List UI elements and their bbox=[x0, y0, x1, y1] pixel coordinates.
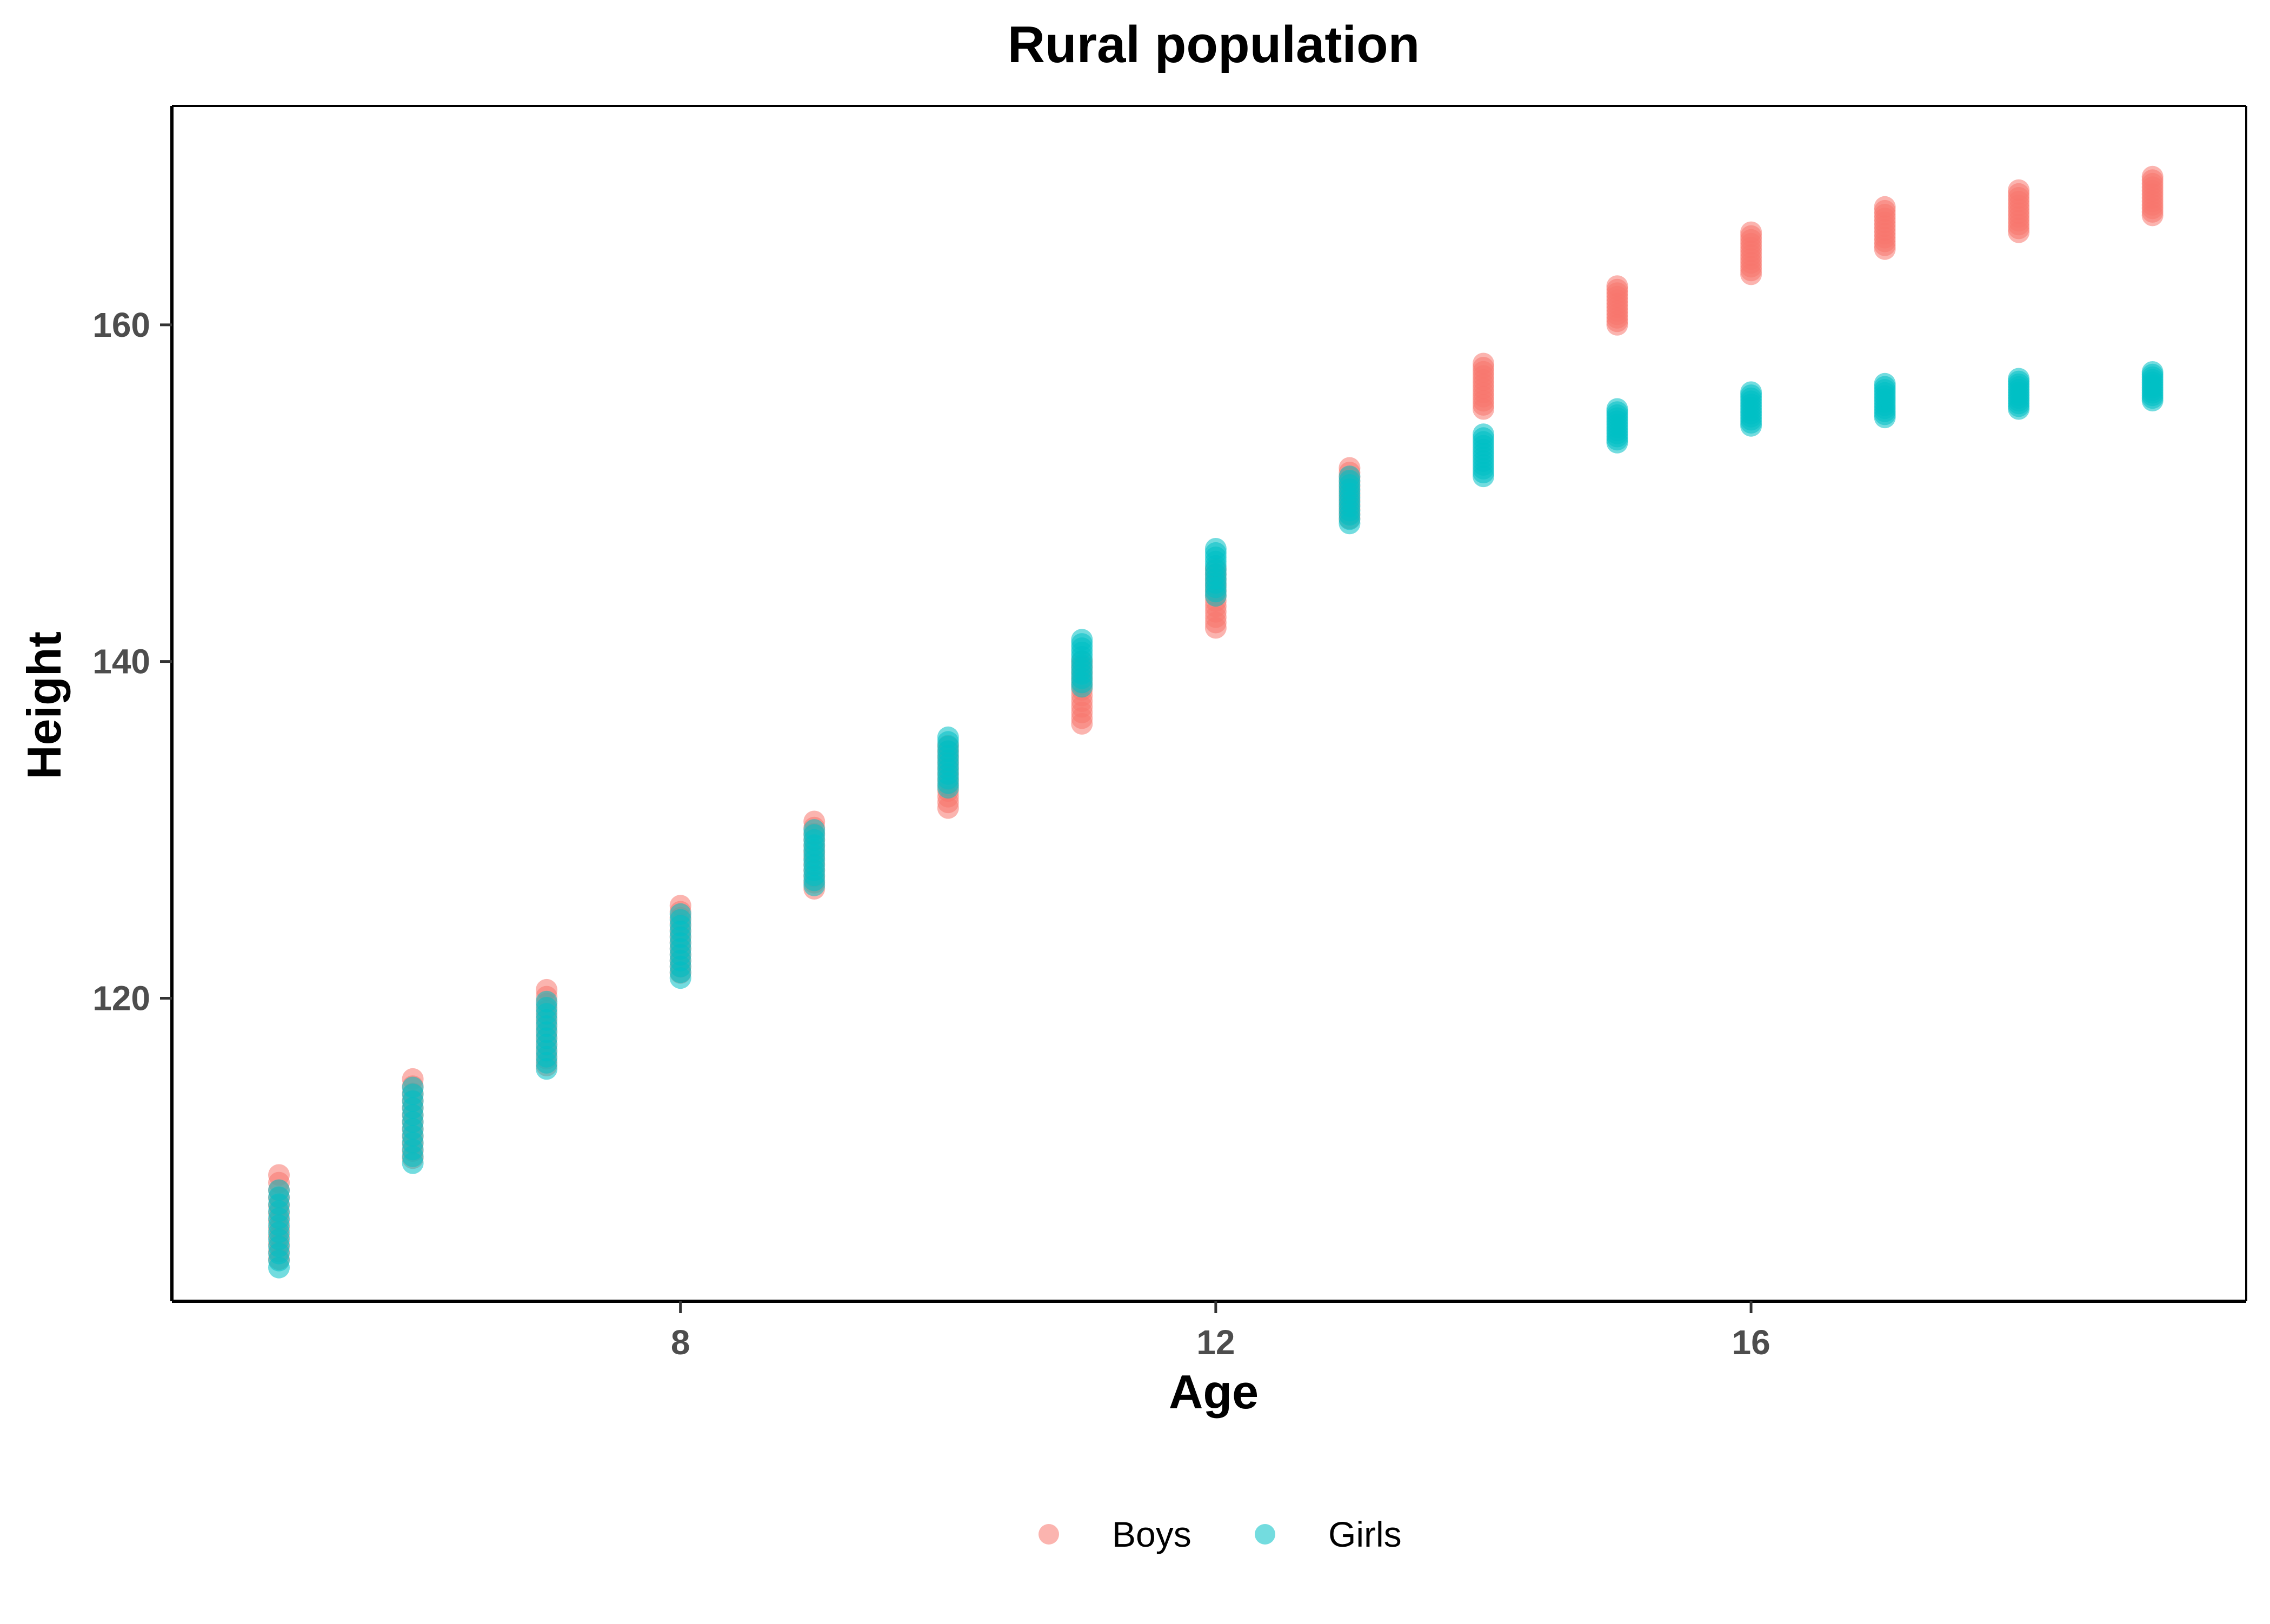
point-group-age-18 bbox=[2008, 179, 2030, 243]
legend-label: Girls bbox=[1328, 1514, 1402, 1554]
point-group-age-16 bbox=[1740, 381, 1762, 437]
point-group-age-19 bbox=[2141, 165, 2164, 227]
point-group-age-8 bbox=[669, 903, 691, 989]
data-point bbox=[2141, 165, 2164, 188]
point-group-age-17 bbox=[1874, 196, 1896, 260]
point-group-age-14 bbox=[1473, 423, 1494, 488]
data-point bbox=[402, 1076, 424, 1099]
data-point bbox=[268, 1164, 290, 1186]
point-group-age-18 bbox=[2008, 368, 2030, 420]
data-point bbox=[536, 990, 558, 1013]
data-point bbox=[2141, 361, 2164, 383]
point-group-age-13 bbox=[1339, 465, 1361, 535]
point-group-age-15 bbox=[1606, 398, 1628, 454]
series-boys bbox=[268, 165, 2164, 1270]
y-tick-label: 140 bbox=[92, 642, 150, 681]
point-group-age-7 bbox=[536, 990, 558, 1080]
legend-key bbox=[1255, 1524, 1275, 1545]
x-tick-label: 16 bbox=[1732, 1323, 1770, 1362]
plot-area: 8 12 16 120 140 160 bbox=[92, 105, 2247, 1362]
point-group-age-5 bbox=[268, 1179, 290, 1279]
point-group-age-16 bbox=[1740, 221, 1762, 285]
data-point bbox=[1339, 465, 1361, 488]
data-point bbox=[1071, 629, 1093, 651]
point-group-age-17 bbox=[1874, 372, 1896, 429]
data-point bbox=[1204, 538, 1227, 560]
point-group-age-12 bbox=[1204, 538, 1227, 607]
data-point bbox=[669, 903, 691, 925]
data-point bbox=[1473, 352, 1494, 375]
data-point bbox=[1874, 196, 1896, 218]
point-group-age-10 bbox=[937, 726, 959, 799]
data-point bbox=[1740, 221, 1762, 243]
series-girls bbox=[268, 361, 2164, 1279]
data-point bbox=[2008, 368, 2030, 390]
point-group-age-15 bbox=[1606, 275, 1628, 336]
x-tick-label: 12 bbox=[1196, 1323, 1235, 1362]
point-group-age-9 bbox=[803, 819, 826, 896]
legend-item-boys: Boys bbox=[1039, 1514, 1191, 1554]
data-point bbox=[1606, 398, 1628, 420]
y-tick-label: 120 bbox=[92, 979, 150, 1017]
y-tick-label: 160 bbox=[92, 305, 150, 344]
point-group-age-11 bbox=[1071, 629, 1093, 698]
x-tick-label: 8 bbox=[671, 1323, 690, 1362]
data-point bbox=[2008, 179, 2030, 201]
data-point bbox=[1874, 372, 1896, 395]
x-axis-title: Age bbox=[1169, 1365, 1259, 1419]
data-point bbox=[268, 1179, 290, 1201]
data-point bbox=[1606, 275, 1628, 297]
data-point bbox=[1473, 423, 1494, 445]
chart-title: Rural population bbox=[1008, 16, 1420, 74]
point-group-age-19 bbox=[2141, 361, 2164, 411]
data-point bbox=[1740, 381, 1762, 403]
point-group-age-6 bbox=[402, 1076, 424, 1174]
y-axis-title: Height bbox=[17, 631, 71, 780]
legend-item-girls: Girls bbox=[1255, 1514, 1402, 1554]
legend: Boys Girls bbox=[1039, 1514, 1402, 1554]
data-point bbox=[937, 726, 959, 748]
point-group-age-14 bbox=[1473, 352, 1494, 420]
data-point bbox=[803, 819, 826, 841]
legend-key bbox=[1039, 1524, 1059, 1545]
legend-label: Boys bbox=[1112, 1514, 1191, 1554]
